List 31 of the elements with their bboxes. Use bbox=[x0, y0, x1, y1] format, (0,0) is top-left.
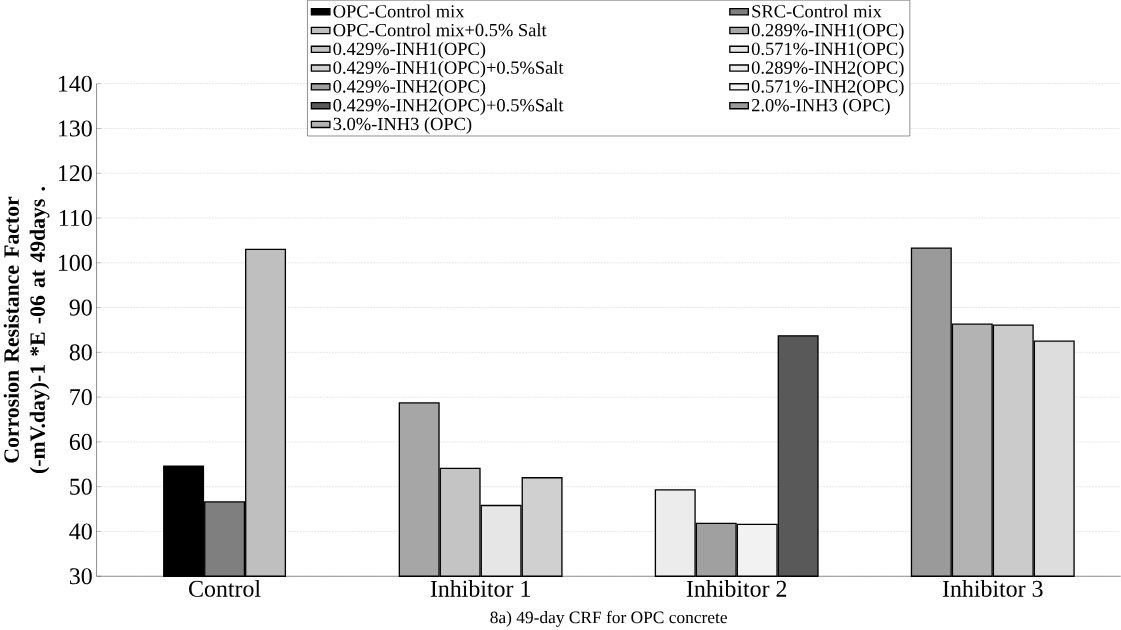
legend-label: 0.289%-INH2(OPC) bbox=[751, 60, 904, 78]
y-tick-label: 130 bbox=[58, 120, 92, 137]
legend-label: 0.571%-INH2(OPC) bbox=[751, 79, 904, 97]
legend-label: 0.429%-INH1(OPC) bbox=[333, 41, 486, 59]
y-tick-label: 140 bbox=[58, 75, 92, 92]
y-tick-label: 100 bbox=[58, 254, 92, 271]
y-axis-title: Corrosion Resistance Factor (-mV.day)-1 *E -06 at 49days . bbox=[3, 186, 50, 473]
legend-label: 0.429%-INH1(OPC)+0.5%Salt bbox=[333, 60, 564, 78]
legend-label: 0.429%-INH2(OPC) bbox=[333, 79, 486, 97]
x-tick-label: Inhibitor 1 bbox=[430, 579, 530, 597]
legend-label: 2.0%-INH3 (OPC) bbox=[751, 98, 890, 115]
legend-label: OPC-Control mix bbox=[333, 4, 465, 18]
legend-label: 3.0%-INH3 (OPC) bbox=[333, 116, 472, 134]
x-tick-label: Inhibitor 3 bbox=[942, 579, 1043, 597]
legend-label: OPC-Control mix+0.5% Salt bbox=[333, 23, 547, 37]
y-tick-label: 120 bbox=[58, 164, 92, 182]
y-tick-label: 80 bbox=[69, 344, 92, 361]
x-axis-title: 8a) 49-day CRF for OPC concrete bbox=[490, 610, 727, 627]
y-tick-label: 60 bbox=[69, 433, 92, 450]
y-tick-label: 30 bbox=[69, 567, 92, 585]
legend-label: SRC-Control mix bbox=[752, 4, 882, 18]
y-tick-label: 70 bbox=[70, 388, 92, 405]
legend-label: 0.429%-INH2(OPC)+0.5%Salt bbox=[333, 98, 564, 115]
y-tick-label: 50 bbox=[70, 478, 92, 495]
x-tick-label: Inhibitor 2 bbox=[686, 579, 787, 597]
legend-label: 0.289%-INH1(OPC) bbox=[751, 23, 904, 40]
legend-label: 0.571%-INH1(OPC) bbox=[751, 41, 904, 59]
y-tick-label: 90 bbox=[69, 299, 92, 316]
y-tick-label: 110 bbox=[59, 209, 92, 226]
x-tick-label: Control bbox=[189, 579, 261, 597]
y-tick-label: 40 bbox=[69, 523, 92, 540]
